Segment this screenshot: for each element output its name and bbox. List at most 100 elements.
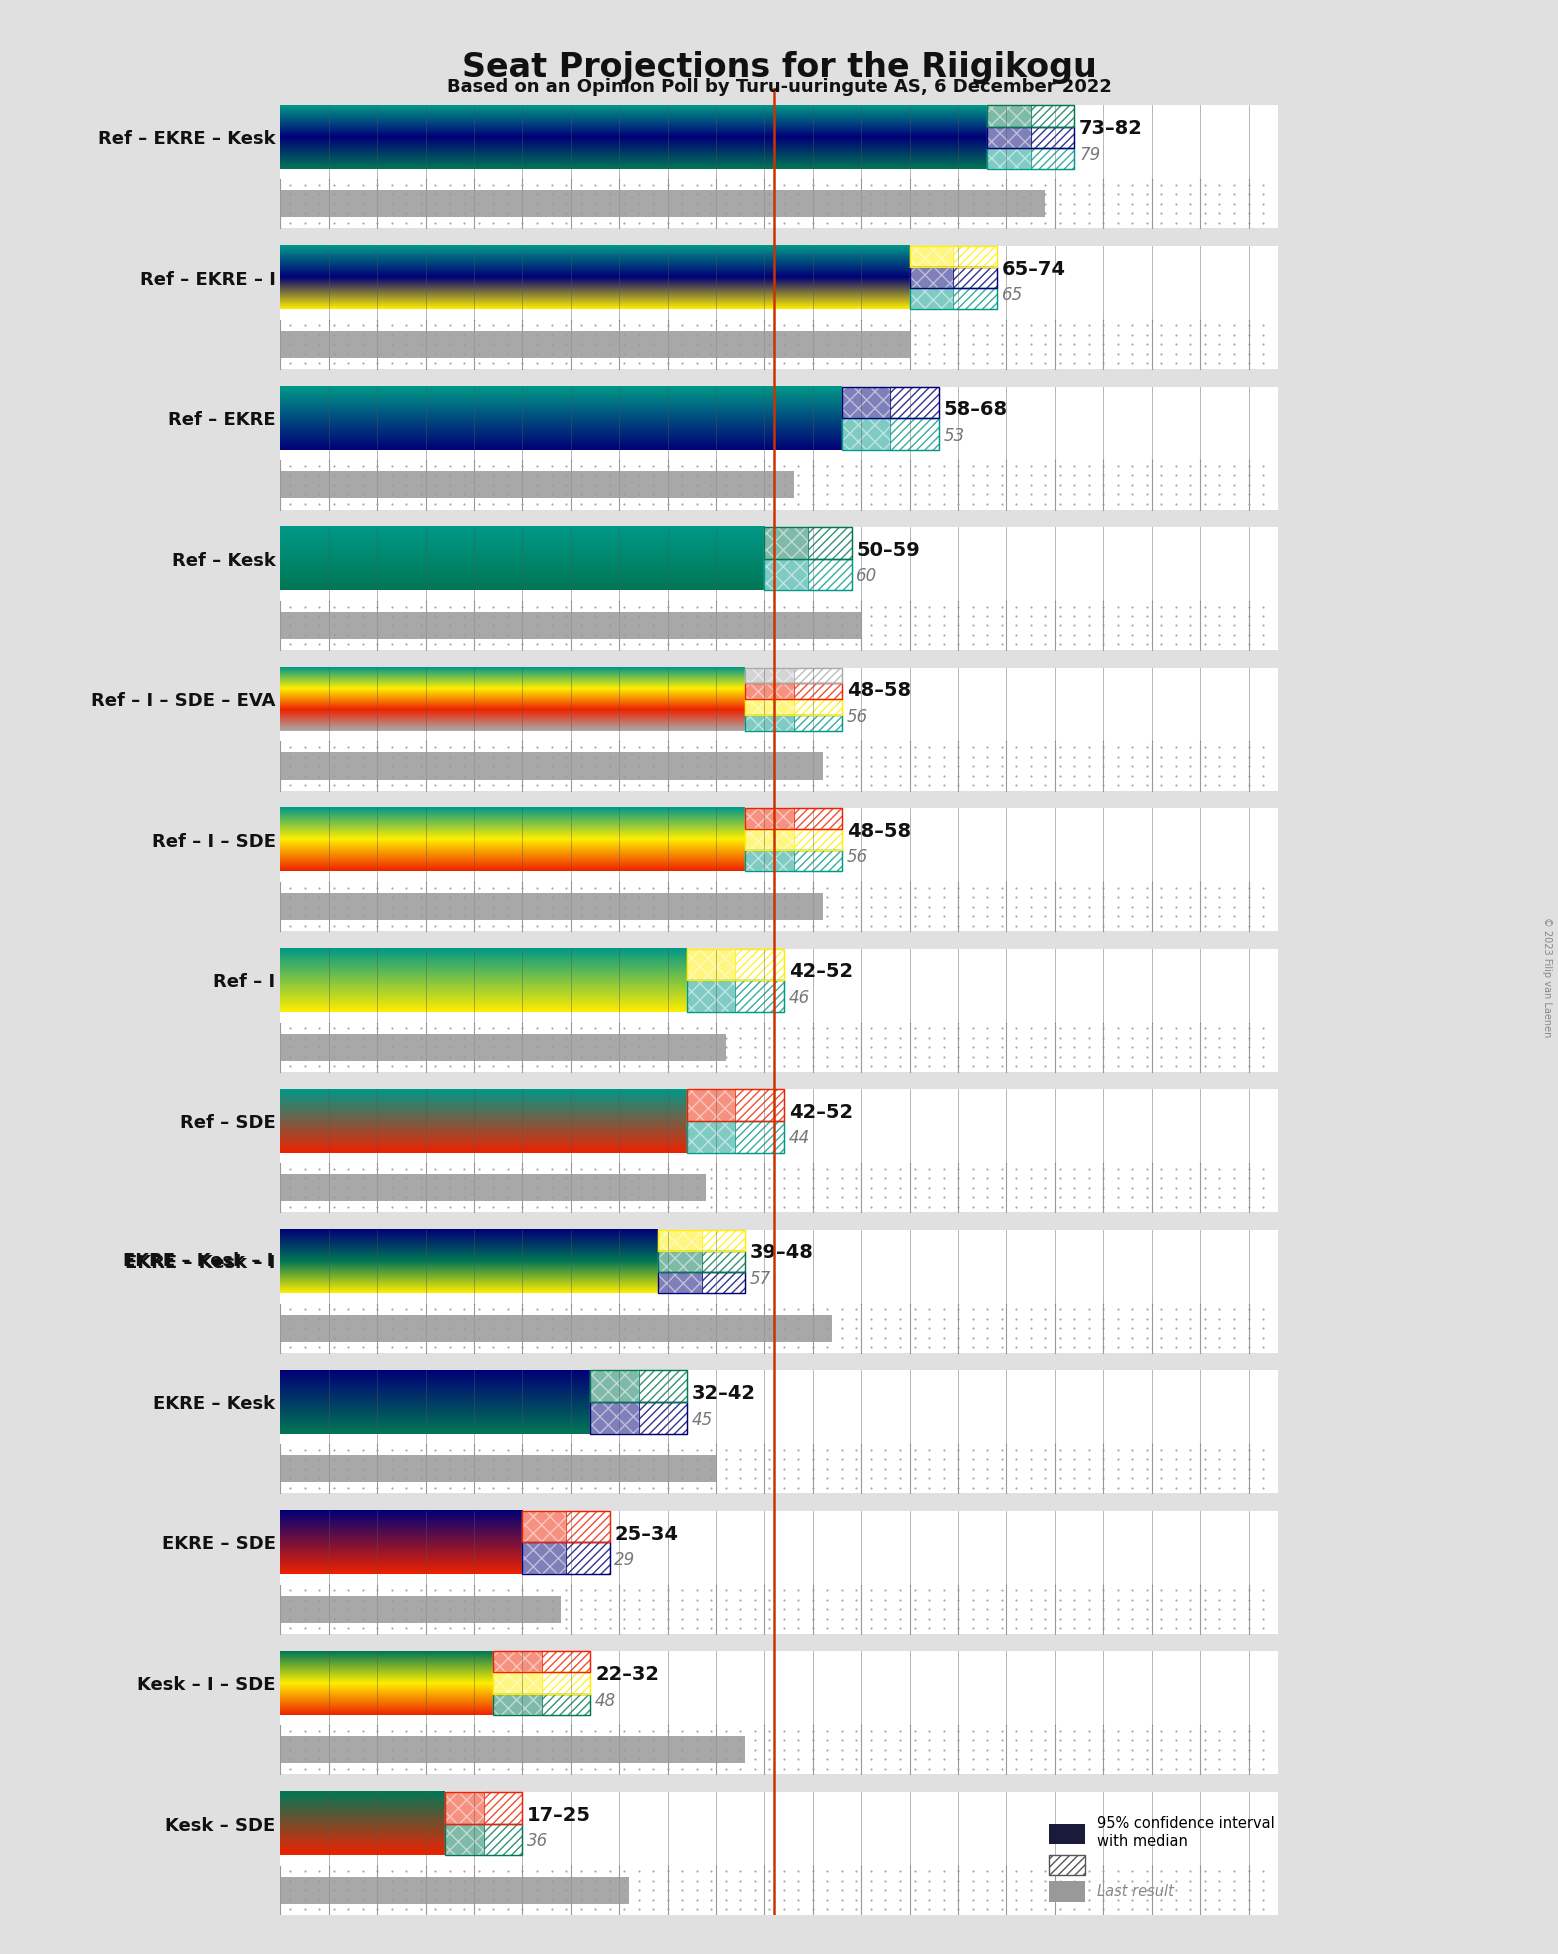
Bar: [280, 106, 1278, 229]
Bar: [687, 1122, 735, 1153]
Text: 46: 46: [788, 989, 810, 1006]
Bar: [809, 559, 852, 590]
Bar: [745, 828, 841, 850]
Bar: [494, 1673, 590, 1694]
Bar: [280, 809, 1278, 932]
Text: © 2023 Filip van Laenen: © 2023 Filip van Laenen: [1542, 916, 1552, 1038]
Bar: [657, 1229, 745, 1251]
Bar: [765, 559, 852, 590]
Text: 50–59: 50–59: [857, 541, 921, 559]
Bar: [988, 106, 1075, 127]
Bar: [745, 668, 841, 684]
Bar: [765, 528, 852, 559]
Bar: [910, 268, 997, 287]
Bar: [745, 809, 793, 828]
Bar: [910, 287, 953, 309]
Bar: [988, 127, 1075, 149]
Bar: [446, 1823, 483, 1854]
Bar: [953, 287, 997, 309]
Legend: 95% confidence interval
with median, , Last result: 95% confidence interval with median, , L…: [1042, 1811, 1281, 1907]
Bar: [890, 387, 939, 418]
Bar: [280, 893, 823, 920]
Text: 56: 56: [846, 848, 868, 866]
Bar: [953, 246, 997, 268]
Bar: [590, 1401, 687, 1434]
Bar: [280, 1370, 1278, 1493]
Bar: [446, 1792, 522, 1823]
Bar: [657, 1229, 701, 1251]
Bar: [953, 268, 997, 287]
Bar: [745, 850, 841, 871]
Bar: [841, 387, 890, 418]
Bar: [494, 1694, 590, 1716]
Bar: [735, 1122, 784, 1153]
Bar: [1031, 127, 1075, 149]
Bar: [841, 387, 939, 418]
Bar: [522, 1510, 609, 1542]
Text: 53: 53: [944, 426, 964, 446]
Bar: [687, 1088, 784, 1122]
Bar: [687, 981, 784, 1012]
Text: 32–42: 32–42: [692, 1383, 756, 1403]
Bar: [793, 684, 841, 700]
Bar: [280, 1088, 1278, 1211]
Text: 73–82: 73–82: [1080, 119, 1144, 139]
Bar: [446, 1792, 483, 1823]
Text: 42–52: 42–52: [788, 963, 852, 981]
Bar: [910, 268, 953, 287]
Bar: [701, 1251, 745, 1272]
Bar: [280, 752, 823, 780]
Bar: [280, 1876, 629, 1903]
Bar: [745, 684, 841, 700]
Bar: [745, 715, 793, 731]
Text: 42–52: 42–52: [788, 1102, 852, 1122]
Text: EKRE – Kesk – I: EKRE – Kesk – I: [123, 1253, 274, 1270]
Bar: [280, 1315, 832, 1342]
Bar: [890, 418, 939, 449]
Bar: [522, 1542, 566, 1575]
Bar: [745, 809, 841, 828]
Text: 45: 45: [692, 1411, 714, 1428]
Bar: [280, 1596, 561, 1622]
Bar: [280, 1510, 1278, 1634]
Bar: [280, 1737, 745, 1763]
Text: 58–68: 58–68: [944, 401, 1008, 420]
Bar: [687, 1122, 784, 1153]
Bar: [280, 528, 1278, 651]
Bar: [687, 1088, 735, 1122]
Text: 17–25: 17–25: [527, 1805, 592, 1825]
Bar: [988, 149, 1075, 168]
Text: 48–58: 48–58: [846, 823, 911, 840]
Bar: [988, 149, 1031, 168]
Bar: [657, 1251, 745, 1272]
Text: Based on an Opinion Poll by Turu-uuringute AS, 6 December 2022: Based on an Opinion Poll by Turu-uuringu…: [447, 78, 1111, 96]
Bar: [639, 1370, 687, 1401]
Text: 29: 29: [614, 1551, 636, 1569]
Bar: [735, 950, 784, 981]
Bar: [1031, 149, 1075, 168]
Bar: [280, 471, 793, 498]
Bar: [765, 559, 809, 590]
Bar: [483, 1823, 522, 1854]
Bar: [280, 190, 1045, 217]
Bar: [446, 1823, 522, 1854]
Bar: [566, 1542, 609, 1575]
Bar: [745, 715, 841, 731]
Bar: [745, 850, 793, 871]
Bar: [566, 1510, 609, 1542]
Text: 22–32: 22–32: [595, 1665, 659, 1684]
Bar: [841, 418, 890, 449]
Bar: [701, 1229, 745, 1251]
Bar: [280, 612, 862, 639]
Text: 36: 36: [527, 1833, 548, 1850]
Bar: [590, 1370, 639, 1401]
Text: Seat Projections for the Riigikogu: Seat Projections for the Riigikogu: [461, 51, 1097, 84]
Text: 57: 57: [749, 1270, 771, 1288]
Bar: [841, 418, 939, 449]
Bar: [542, 1694, 590, 1716]
Bar: [745, 684, 793, 700]
Bar: [793, 668, 841, 684]
Bar: [735, 981, 784, 1012]
Bar: [280, 1651, 1278, 1774]
Bar: [809, 528, 852, 559]
